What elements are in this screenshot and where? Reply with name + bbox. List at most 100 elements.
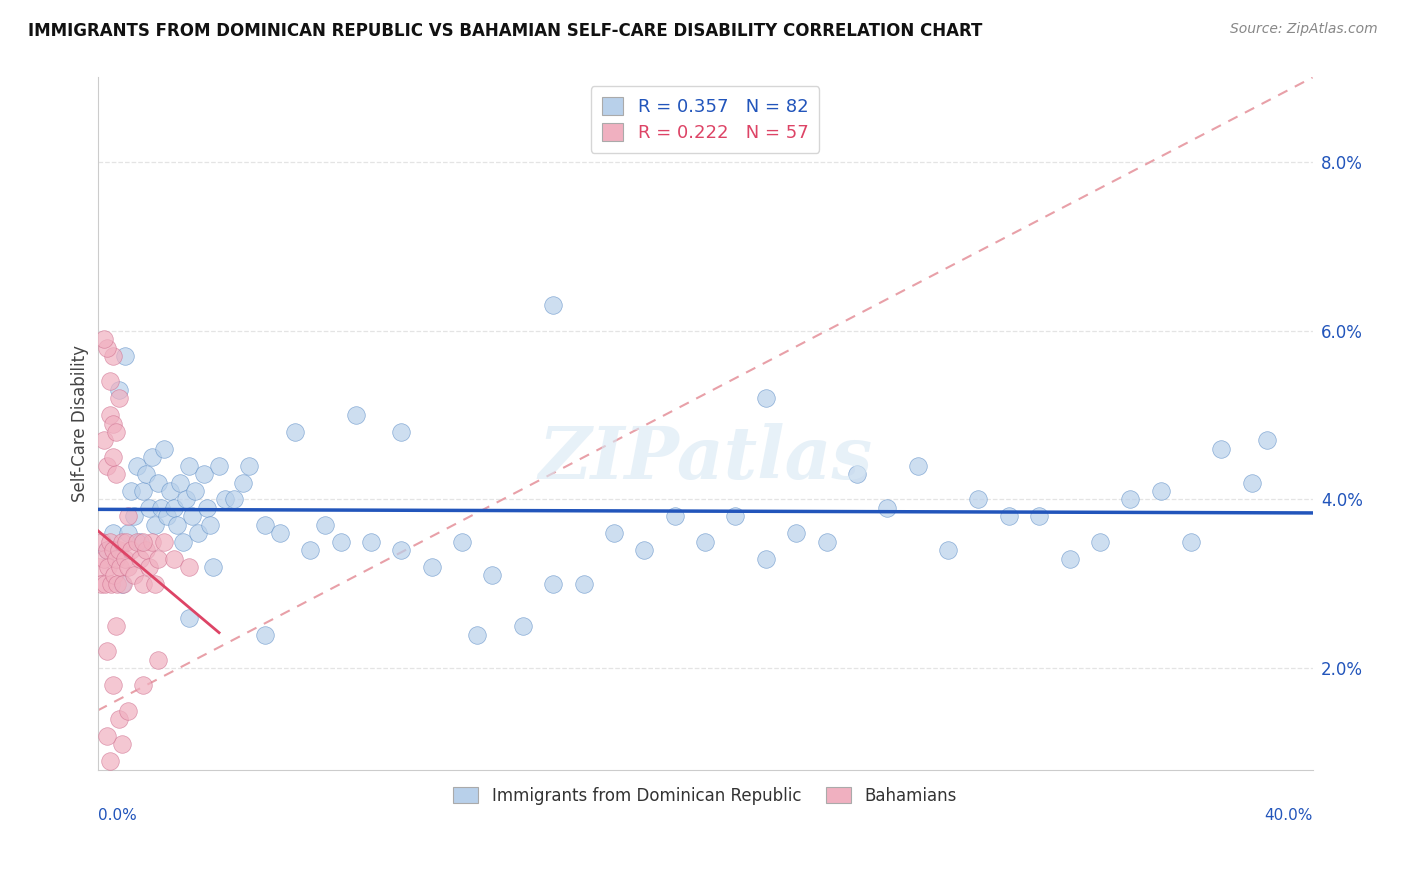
Point [284, 425, 307, 439]
Text: ZIPatlas: ZIPatlas [538, 423, 872, 493]
Text: 40.0%: 40.0% [1264, 808, 1313, 823]
Point [104, 551, 127, 566]
Point [344, 408, 367, 422]
Point [108, 712, 131, 726]
Point [101, 417, 124, 431]
Legend: Immigrants from Dominican Republic, Bahamians: Immigrants from Dominican Republic, Baha… [449, 781, 962, 810]
Point [153, 442, 176, 456]
Point [132, 678, 155, 692]
Point [117, 509, 139, 524]
Point [693, 534, 716, 549]
Point [815, 534, 838, 549]
Y-axis label: Self-Care Disability: Self-Care Disability [72, 345, 89, 502]
Point [98, 754, 121, 768]
Point [108, 383, 131, 397]
Point [104, 467, 127, 482]
Point [177, 560, 200, 574]
Point [541, 298, 564, 312]
Point [201, 560, 224, 574]
Point [148, 475, 170, 490]
Point [129, 534, 152, 549]
Point [96, 543, 118, 558]
Point [112, 577, 135, 591]
Point [162, 500, 184, 515]
Point [93, 434, 115, 448]
Point [253, 517, 276, 532]
Point [135, 467, 157, 482]
Point [997, 509, 1019, 524]
Point [90, 577, 112, 591]
Point [389, 425, 412, 439]
Point [1119, 492, 1142, 507]
Point [664, 509, 686, 524]
Point [198, 517, 221, 532]
Point [1240, 475, 1263, 490]
Point [420, 560, 443, 574]
Point [360, 534, 382, 549]
Point [329, 534, 352, 549]
Point [269, 526, 291, 541]
Point [104, 619, 127, 633]
Point [141, 534, 163, 549]
Point [96, 543, 118, 558]
Point [122, 509, 145, 524]
Point [110, 560, 132, 574]
Point [108, 543, 131, 558]
Point [101, 543, 124, 558]
Point [141, 450, 163, 465]
Point [845, 467, 868, 482]
Point [159, 483, 181, 498]
Point [101, 678, 124, 692]
Point [451, 534, 474, 549]
Point [541, 577, 564, 591]
Point [132, 483, 155, 498]
Point [96, 644, 118, 658]
Point [876, 500, 898, 515]
Point [125, 458, 148, 473]
Point [132, 577, 155, 591]
Point [138, 500, 160, 515]
Point [184, 483, 207, 498]
Point [129, 551, 152, 566]
Text: IMMIGRANTS FROM DOMINICAN REPUBLIC VS BAHAMIAN SELF-CARE DISABILITY CORRELATION : IMMIGRANTS FROM DOMINICAN REPUBLIC VS BA… [28, 22, 983, 40]
Point [1028, 509, 1050, 524]
Point [101, 450, 124, 465]
Point [96, 458, 118, 473]
Point [389, 543, 412, 558]
Point [572, 577, 595, 591]
Point [967, 492, 990, 507]
Point [724, 509, 747, 524]
Point [115, 534, 138, 549]
Point [187, 526, 209, 541]
Point [755, 551, 778, 566]
Point [104, 425, 127, 439]
Point [98, 408, 121, 422]
Point [314, 517, 336, 532]
Point [111, 577, 134, 591]
Point [755, 391, 778, 405]
Point [143, 517, 166, 532]
Point [93, 332, 115, 346]
Point [150, 500, 173, 515]
Point [1180, 534, 1202, 549]
Point [208, 458, 231, 473]
Point [156, 509, 179, 524]
Point [94, 577, 117, 591]
Point [120, 543, 142, 558]
Point [1088, 534, 1111, 549]
Point [148, 551, 170, 566]
Point [117, 560, 139, 574]
Point [117, 704, 139, 718]
Point [177, 458, 200, 473]
Point [936, 543, 959, 558]
Point [907, 458, 929, 473]
Point [1256, 434, 1278, 448]
Point [117, 526, 139, 541]
Point [169, 475, 191, 490]
Point [143, 577, 166, 591]
Point [512, 619, 534, 633]
Point [98, 374, 121, 388]
Point [177, 610, 200, 624]
Point [238, 458, 260, 473]
Point [195, 500, 218, 515]
